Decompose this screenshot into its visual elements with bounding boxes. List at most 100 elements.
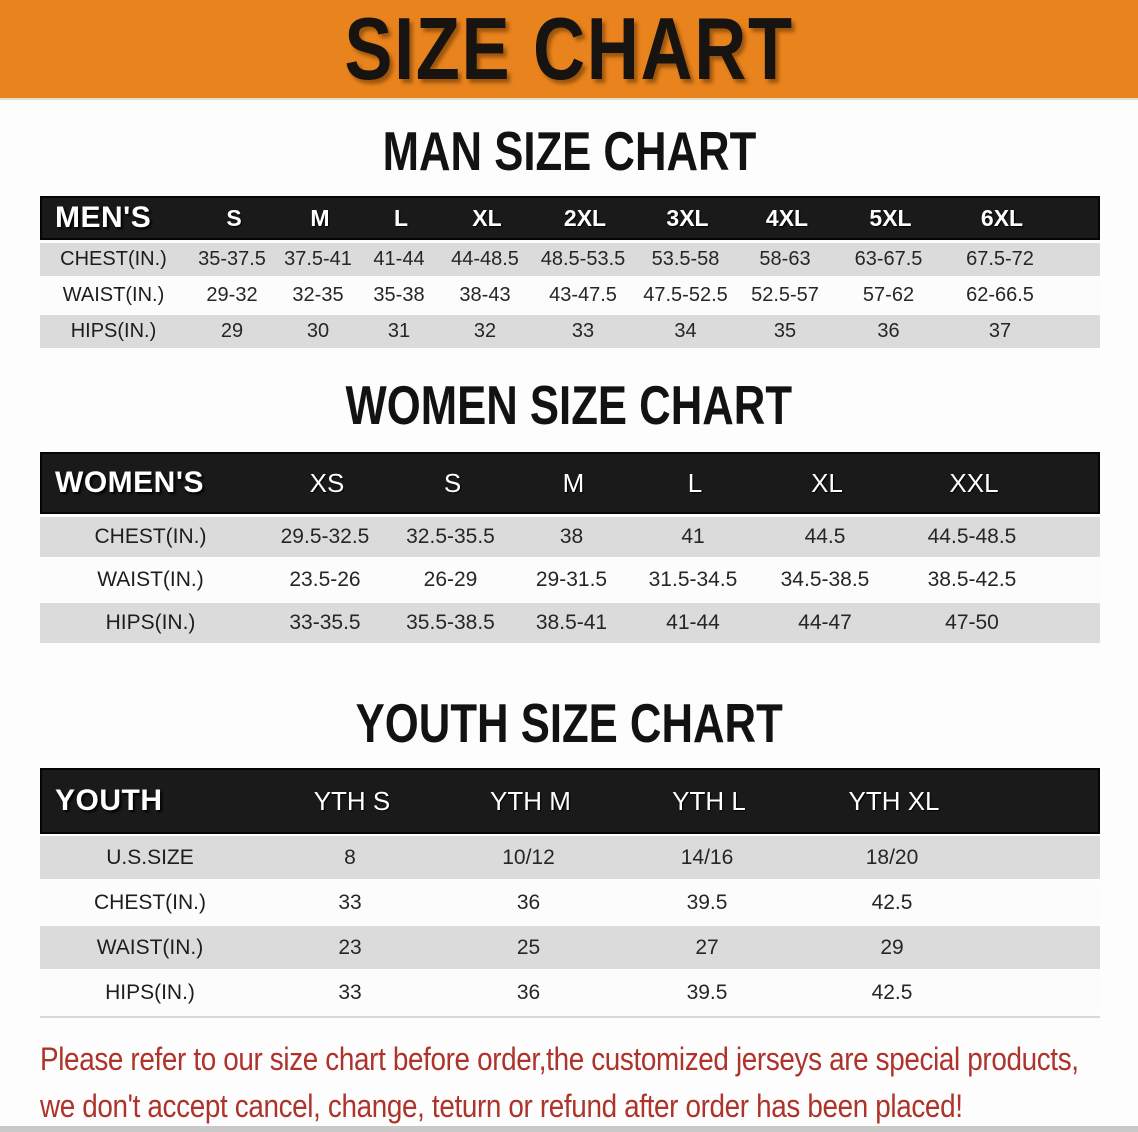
banner-title: SIZE CHART: [344, 0, 794, 98]
measure-row-label: HIPS(IN.): [105, 611, 196, 634]
table-row: U.S.SIZE 8 10/12 14/16 18/20: [40, 836, 1100, 879]
row-spacer: [987, 992, 1100, 993]
size-value: 34: [674, 320, 697, 342]
youth-size-chart-heading: YOUTH SIZE CHART: [355, 693, 783, 755]
size-value: 31.5-34.5: [648, 568, 738, 591]
size-column-header: 2XL: [563, 204, 607, 231]
row-spacer: [1057, 295, 1100, 296]
table-row: WAIST(IN.) 29-32 32-35 35-38 38-43 43-47.5 47.…: [40, 279, 1100, 312]
measure-row-label: CHEST(IN.): [94, 525, 207, 548]
table-title-cell: WOMEN'S: [55, 466, 204, 499]
size-value: 41: [681, 525, 705, 548]
size-value: 36: [516, 890, 541, 914]
size-value: 44-48.5: [451, 248, 519, 270]
size-value: 33-35.5: [289, 611, 361, 634]
size-value: 44.5: [804, 525, 846, 548]
size-value: 42.5: [871, 980, 913, 1004]
table-row: CHEST(IN.) 33 36 39.5 42.5: [40, 881, 1100, 924]
table-row: MEN'S S M L XL 2XL 3XL 4XL 5XL 6XL: [40, 196, 1100, 240]
size-value: 38-43: [459, 284, 511, 306]
size-value: 29-31.5: [535, 568, 608, 591]
row-spacer: [1049, 623, 1100, 624]
table-row: HIPS(IN.) 33 36 39.5 42.5: [40, 971, 1100, 1014]
table-title-cell: YOUTH: [55, 784, 163, 817]
measure-row-label: HIPS(IN.): [105, 980, 195, 1004]
size-value: 35-37.5: [198, 248, 266, 270]
size-value: 26-29: [423, 568, 478, 591]
disclaimer-text: Please refer to our size chart before or…: [40, 1036, 1120, 1130]
size-column-header: YTH L: [672, 785, 746, 816]
measure-row-label: WAIST(IN.): [62, 284, 165, 306]
size-value: 37: [988, 320, 1012, 342]
size-column-header: XS: [309, 467, 345, 498]
table-row: WAIST(IN.) 23.5-26 26-29 29-31.5 31.5-34.5 34…: [40, 560, 1100, 600]
size-value: 18/20: [865, 845, 919, 869]
bottom-edge-strip: [0, 1126, 1138, 1132]
table-row: HIPS(IN.) 29 30 31 32 33 34 35 36 37: [40, 315, 1100, 348]
size-value: 48.5-53.5: [540, 248, 626, 270]
size-column-header: 4XL: [765, 204, 809, 231]
table-row: HIPS(IN.) 33-35.5 35.5-38.5 38.5-41 41-44 44-…: [40, 603, 1100, 643]
size-column-header: XL: [472, 204, 502, 231]
table-row: WAIST(IN.) 23 25 27 29: [40, 926, 1100, 969]
size-value: 35-38: [373, 284, 425, 306]
size-column-header: YTH S: [313, 785, 391, 816]
size-value: 10/12: [502, 845, 555, 869]
size-value: 32: [473, 320, 497, 342]
size-value: 8: [344, 845, 356, 869]
size-column-header: YTH M: [490, 785, 571, 816]
size-value: 41-44: [373, 248, 425, 270]
size-value: 23: [338, 935, 362, 959]
size-column-header: 6XL: [980, 204, 1024, 231]
size-column-header: M: [562, 467, 585, 498]
row-spacer: [987, 947, 1100, 948]
size-value: 30: [306, 320, 330, 342]
size-value: 36: [877, 320, 900, 342]
size-value: 29.5-32.5: [280, 525, 370, 548]
size-value: 35.5-38.5: [406, 611, 495, 634]
row-spacer: [1049, 537, 1100, 538]
size-value: 47.5-52.5: [643, 284, 728, 306]
size-value: 37.5-41: [284, 248, 352, 270]
size-value: 29: [880, 935, 904, 959]
size-value: 36: [516, 980, 541, 1004]
size-value: 23.5-26: [289, 568, 361, 591]
size-column-header: S: [226, 204, 242, 231]
man-size-chart-heading: MAN SIZE CHART: [382, 121, 756, 183]
table-row: WOMEN'S XS S M L XL XXL: [40, 452, 1100, 514]
size-value: 25: [516, 935, 541, 959]
size-value: 57-62: [862, 284, 915, 306]
measure-row-label: WAIST(IN.): [96, 935, 204, 959]
header-spacer: [1051, 483, 1102, 484]
size-column-header: S: [443, 467, 462, 498]
size-value: 42.5: [871, 890, 913, 914]
size-value: 53.5-58: [651, 248, 720, 270]
size-value: 63-67.5: [854, 248, 923, 270]
size-value: 27: [695, 935, 719, 959]
size-value: 33: [338, 980, 362, 1004]
size-value: 29: [220, 320, 244, 342]
row-spacer: [1049, 580, 1100, 581]
size-value: 39.5: [686, 890, 728, 914]
women-size-chart-heading: WOMEN SIZE CHART: [345, 375, 793, 437]
men-size-table: MEN'S S M L XL 2XL 3XL 4XL 5XL 6XL CHEST(IN.) 35-37…: [40, 196, 1100, 348]
row-spacer: [1057, 259, 1100, 260]
size-value: 38.5-42.5: [927, 568, 1017, 591]
disclaimer-line-1: Please refer to our size chart before or…: [40, 1041, 1079, 1077]
size-value: 58-63: [759, 248, 811, 270]
size-value: 14/16: [680, 845, 734, 869]
measure-row-label: CHEST(IN.): [60, 248, 167, 270]
size-column-header: XL: [811, 467, 843, 498]
measure-row-label: HIPS(IN.): [70, 320, 157, 342]
size-chart-banner: SIZE CHART: [0, 0, 1138, 100]
size-column-header: YTH XL: [848, 785, 940, 816]
size-column-header: 5XL: [869, 204, 912, 231]
youth-size-table: YOUTH YTH S YTH M YTH L YTH XL U.S.SIZE 8 10/12…: [40, 768, 1100, 1018]
size-value: 29-32: [206, 284, 258, 306]
size-value: 32.5-35.5: [406, 525, 495, 548]
size-value: 52.5-57: [751, 284, 819, 306]
size-column-header: XXL: [949, 467, 999, 498]
row-spacer: [1057, 331, 1100, 332]
size-value: 47-50: [945, 611, 999, 634]
